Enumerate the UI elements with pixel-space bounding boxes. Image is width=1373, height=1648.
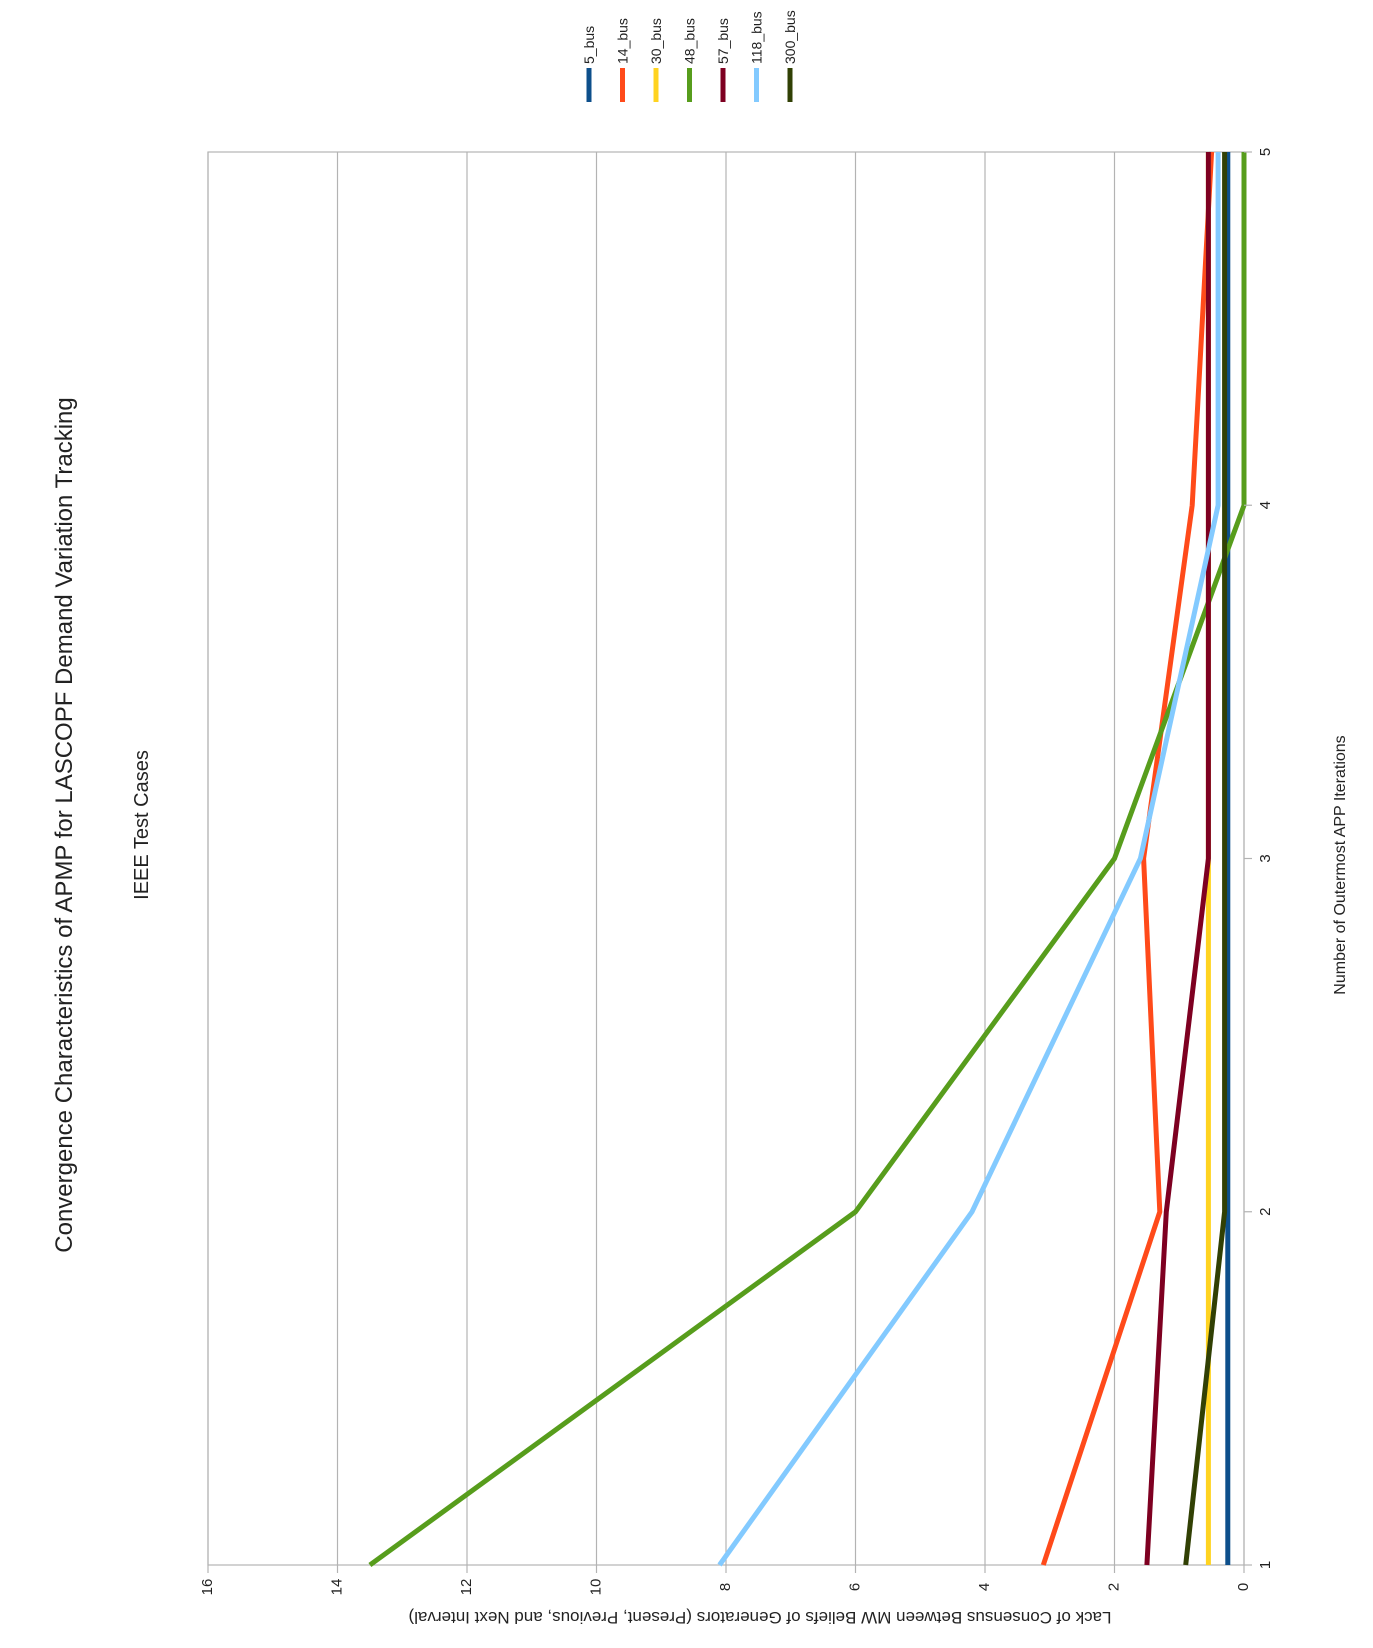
x-tick-label: 1 [1257,1561,1274,1569]
legend-label: 118_bus [749,11,765,64]
x-axis-label: Number of Outermost APP Iterations [1332,735,1349,994]
series-line-48_bus [368,152,1247,1568]
x-tick-label: 4 [1257,501,1274,509]
legend-label: 300_bus [782,10,798,64]
chart-title: Convergence Characteristics of APMP for … [51,397,78,1252]
legend-item: 5_bus [581,26,597,102]
y-tick-label: 10 [587,1579,604,1596]
legend-label: 57_bus [715,18,731,64]
series-line-118_bus [717,152,1221,1567]
legend-item: 48_bus [682,18,698,102]
y-tick-label: 12 [458,1579,475,1596]
series-line-300_bus [1183,152,1228,1566]
series-line-57_bus [1144,152,1211,1566]
x-tick-label: 3 [1257,854,1274,862]
x-tick-label: 2 [1257,1208,1274,1216]
x-tick-label: 5 [1257,148,1274,156]
y-tick-label: 14 [328,1579,345,1596]
y-tick-label: 16 [199,1579,216,1596]
legend-item: 14_bus [615,18,631,102]
y-axis-label: Lack of Consensus Between MW Beliefs of … [409,1608,1112,1627]
legend-item: 30_bus [648,18,664,102]
legend-label: 30_bus [648,18,664,64]
chart-subtitle: IEEE Test Cases [131,750,153,900]
legend-item: 118_bus [749,11,765,102]
legend-item: 300_bus [782,10,798,102]
y-tick-label: 6 [846,1583,863,1591]
y-tick-label: 0 [1235,1583,1252,1591]
legend-label: 14_bus [615,18,631,64]
y-tick-label: 8 [717,1583,734,1591]
legend-item: 57_bus [715,18,731,102]
y-tick-label: 2 [1105,1583,1122,1591]
series-lines [368,151,1247,1568]
legend-label: 48_bus [682,18,698,64]
y-tick-label: 4 [976,1583,993,1591]
legend: 5_bus 14_bus 30_bus 48_bus 57_bus 118_bus 300_… [581,10,798,102]
legend-label: 5_bus [581,26,597,64]
series-line-14_bus [1040,151,1215,1566]
